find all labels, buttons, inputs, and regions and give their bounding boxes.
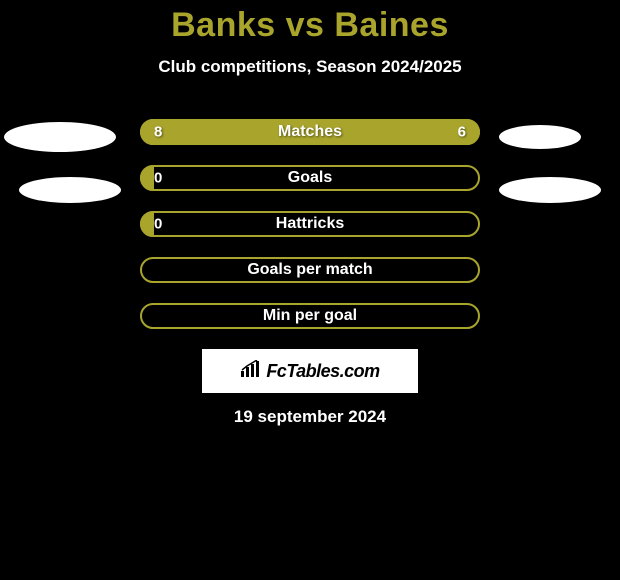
subtitle: Club competitions, Season 2024/2025 xyxy=(0,57,620,77)
stat-value-right: 6 xyxy=(458,124,466,141)
flank-ellipse xyxy=(499,125,581,149)
flank-ellipse xyxy=(19,177,121,203)
stat-label: Goals per match xyxy=(247,261,372,279)
stat-bar: 0 Goals xyxy=(140,165,480,191)
stat-label: Matches xyxy=(278,123,342,141)
date-line: 19 september 2024 xyxy=(0,407,620,427)
stat-label: Goals xyxy=(288,169,332,187)
stat-bar: 0 Hattricks xyxy=(140,211,480,237)
stat-bar: Goals per match xyxy=(140,257,480,283)
brand-chart-icon xyxy=(240,360,266,383)
stat-row: Goals per match xyxy=(0,247,620,293)
brand-text: FcTables.com xyxy=(266,361,379,382)
stat-row: Min per goal xyxy=(0,293,620,339)
stat-bar: 8 6 Matches xyxy=(140,119,480,145)
stat-label: Hattricks xyxy=(276,215,344,233)
brand-badge: FcTables.com xyxy=(202,349,418,393)
stat-row: 0 Hattricks xyxy=(0,201,620,247)
flank-ellipse xyxy=(499,177,601,203)
flank-ellipse xyxy=(4,122,116,152)
stat-value-left: 8 xyxy=(154,124,162,141)
stat-bar: Min per goal xyxy=(140,303,480,329)
stat-value-left: 0 xyxy=(154,170,162,187)
stat-label: Min per goal xyxy=(263,307,357,325)
page-title: Banks vs Baines xyxy=(0,0,620,45)
stat-value-left: 0 xyxy=(154,216,162,233)
